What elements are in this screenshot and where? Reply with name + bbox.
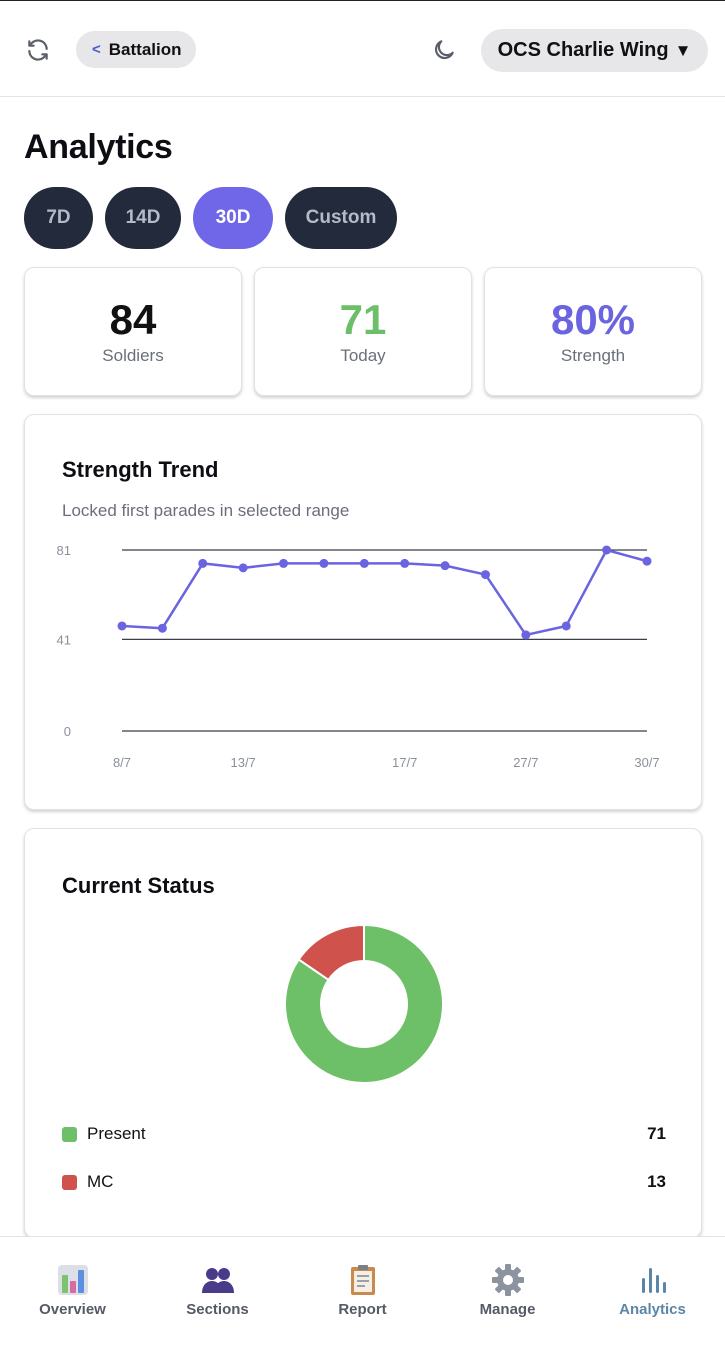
x-tick-label: 8/7 <box>113 755 131 770</box>
nav-label: Manage <box>479 1301 536 1318</box>
chevron-left-icon: < <box>92 41 101 58</box>
range-custom-label: Custom <box>305 207 377 228</box>
range-14d-label: 14D <box>125 207 161 228</box>
data-point <box>238 563 248 573</box>
data-point <box>157 623 167 633</box>
nav-label: Overview <box>39 1301 106 1318</box>
stat-label: Today <box>340 346 386 365</box>
data-point <box>440 561 450 571</box>
range-30d-button[interactable]: 30D <box>193 187 273 249</box>
back-button-label: Battalion <box>108 39 182 59</box>
refresh-icon <box>28 39 48 61</box>
analytics-icon <box>636 1263 670 1297</box>
data-point <box>279 558 289 568</box>
current-status-donut <box>284 923 444 1084</box>
strength-trend-title: Strength Trend <box>62 457 219 482</box>
data-point <box>602 545 612 555</box>
stat-card-soldiers: 84 Soldiers <box>24 267 242 396</box>
x-tick-label: 30/7 <box>634 755 659 770</box>
nav-label: Report <box>338 1301 387 1318</box>
data-point <box>198 558 208 568</box>
legend-count: 13 <box>647 1172 666 1191</box>
donut-slice-present <box>284 923 444 1084</box>
stat-value: 80% <box>550 296 636 343</box>
nav-label: Analytics <box>619 1301 686 1318</box>
legend-count: 71 <box>647 1124 666 1143</box>
current-status-panel: Current Status Present 71 MC 13 <box>24 828 702 1238</box>
data-point <box>400 558 410 568</box>
range-30d-label: 30D <box>215 207 251 228</box>
range-7d-label: 7D <box>46 207 71 228</box>
data-point <box>480 570 490 580</box>
unit-selector-label: OCS Charlie Wing <box>497 39 669 61</box>
unit-selector[interactable]: OCS Charlie Wing ▼ <box>481 29 708 72</box>
data-point <box>319 558 329 568</box>
data-point <box>521 630 531 640</box>
x-tick-label: 13/7 <box>230 755 255 770</box>
data-point <box>561 621 571 631</box>
data-point <box>642 556 652 566</box>
strength-trend-subtitle: Locked first parades in selected range <box>62 501 350 520</box>
range-custom-button[interactable]: Custom <box>285 187 397 249</box>
x-tick-label: 17/7 <box>392 755 417 770</box>
stat-label: Soldiers <box>102 346 164 365</box>
app-header: < Battalion OCS Charlie Wing ▼ <box>0 1 725 97</box>
legend-label: Present <box>87 1124 146 1143</box>
back-to-battalion-button[interactable]: < Battalion <box>76 31 196 68</box>
range-7d-button[interactable]: 7D <box>24 187 93 249</box>
legend-row-mc: MC 13 <box>62 1170 666 1194</box>
y-tick-label: 41 <box>57 632 71 647</box>
stat-label: Strength <box>560 346 626 365</box>
range-selector: 7D 14D 30D Custom <box>24 187 397 249</box>
data-point <box>359 558 369 568</box>
strength-trend-chart: 0 41 81 8/7 13/7 17/7 27/7 30/7 <box>57 543 660 770</box>
bottom-navigation: Overview Sections Report <box>0 1236 725 1350</box>
stat-card-strength: 80% Strength <box>484 267 702 396</box>
y-tick-label: 81 <box>57 543 71 558</box>
x-tick-label: 27/7 <box>513 755 538 770</box>
strength-line <box>121 548 648 637</box>
y-tick-label: 0 <box>64 724 71 739</box>
range-14d-button[interactable]: 14D <box>105 187 181 249</box>
data-point <box>117 621 127 631</box>
nav-label: Sections <box>186 1301 249 1318</box>
theme-toggle-button[interactable] <box>428 34 460 66</box>
nav-item-overview[interactable]: Overview <box>0 1237 145 1350</box>
nav-item-analytics[interactable]: Analytics <box>580 1237 725 1350</box>
refresh-button[interactable] <box>22 34 54 66</box>
top-border <box>0 0 725 1</box>
overview-icon <box>56 1263 90 1297</box>
stat-value: 84 <box>109 296 157 343</box>
nav-item-report[interactable]: Report <box>290 1237 435 1350</box>
manage-icon <box>491 1263 525 1297</box>
caret-down-icon: ▼ <box>674 40 692 60</box>
stat-card-today: 71 Today <box>254 267 472 396</box>
moon-icon <box>434 40 454 60</box>
legend-label: MC <box>87 1172 114 1191</box>
strength-trend-panel: 0 41 81 8/7 13/7 17/7 27/7 30/7 Strength Trend … <box>24 414 702 810</box>
current-status-title: Current Status <box>62 873 215 898</box>
sections-icon <box>201 1263 235 1297</box>
nav-item-sections[interactable]: Sections <box>145 1237 290 1350</box>
legend-swatch-present <box>62 1126 77 1142</box>
page-title: Analytics <box>24 128 173 166</box>
legend-row-present: Present 71 <box>62 1122 666 1146</box>
report-icon <box>346 1263 380 1297</box>
stat-value: 71 <box>339 296 387 343</box>
nav-item-manage[interactable]: Manage <box>435 1237 580 1350</box>
donut-slice-mc <box>297 923 365 982</box>
legend-swatch-mc <box>62 1174 77 1190</box>
